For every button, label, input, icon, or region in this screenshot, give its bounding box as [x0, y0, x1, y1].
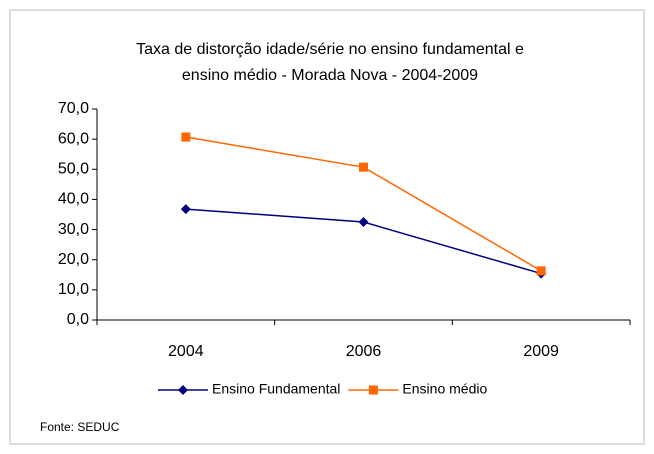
- data-point: [181, 132, 191, 142]
- y-tick-label: 0,0: [67, 311, 89, 328]
- x-tick-label: 2009: [523, 343, 559, 360]
- y-tick-label: 20,0: [58, 251, 89, 268]
- x-tick-label: 2006: [346, 343, 382, 360]
- chart-title: ensino médio - Morada Nova - 2004-2009: [182, 67, 478, 84]
- y-tick-label: 70,0: [58, 100, 89, 117]
- y-tick-label: 40,0: [58, 191, 89, 208]
- y-tick-label: 10,0: [58, 281, 89, 298]
- y-tick-label: 50,0: [58, 161, 89, 178]
- legend-label: Ensino Fundamental: [212, 381, 340, 397]
- data-point: [536, 266, 546, 276]
- data-point: [359, 162, 368, 172]
- chart-frame: [9, 9, 645, 445]
- chart-title: Taxa de distorção idade/série no ensino …: [136, 41, 524, 58]
- legend-label: Ensino médio: [402, 381, 487, 397]
- y-tick-label: 60,0: [58, 130, 89, 147]
- y-tick-label: 30,0: [58, 221, 89, 238]
- data-point: [358, 217, 369, 228]
- data-point: [180, 204, 191, 215]
- source-note: Fonte: SEDUC: [40, 420, 120, 434]
- legend-marker: [178, 385, 188, 395]
- legend-marker: [368, 385, 378, 395]
- x-tick-label: 2004: [168, 343, 204, 360]
